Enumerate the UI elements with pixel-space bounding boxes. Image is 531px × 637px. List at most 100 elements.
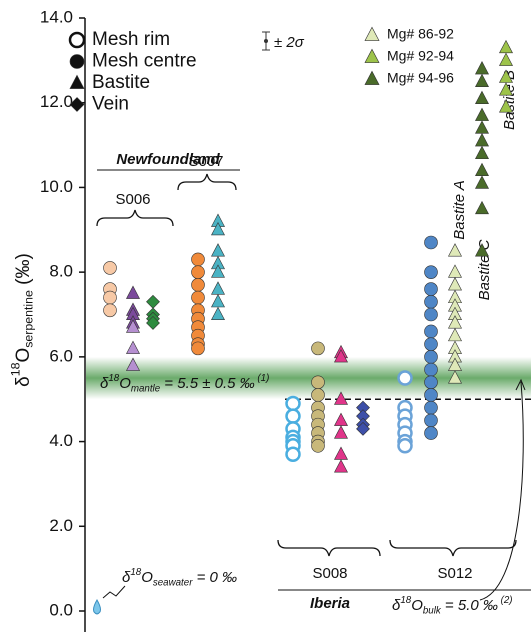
- point: [311, 439, 325, 453]
- point: [499, 99, 513, 113]
- legend-label: Mg# 92-94: [387, 48, 454, 64]
- point: [311, 388, 325, 402]
- annotation: δ18Omantle = 5.5 ± 0.5 ‰ (1): [100, 373, 269, 395]
- point: [499, 39, 513, 54]
- text-part: δ: [392, 597, 401, 614]
- point: [126, 340, 140, 354]
- point: [424, 282, 438, 296]
- point: [424, 235, 438, 250]
- group-label: S006: [115, 191, 150, 208]
- point: [334, 391, 348, 405]
- point: [146, 316, 160, 330]
- point: [475, 90, 489, 104]
- text-part: bulk: [423, 605, 442, 616]
- point: [191, 252, 205, 267]
- point: [475, 162, 489, 176]
- point: [424, 350, 438, 364]
- legend-label: Vein: [92, 94, 129, 115]
- point: [334, 412, 348, 426]
- water-drop: [93, 599, 101, 615]
- text-part: mantle: [131, 383, 161, 394]
- bastite-label: Bastite A: [451, 180, 468, 239]
- point: [311, 375, 325, 390]
- text-part: = 5.0 ‰: [441, 597, 498, 614]
- point: [475, 175, 489, 189]
- point: [69, 54, 85, 69]
- point: [285, 408, 301, 424]
- point: [499, 82, 513, 96]
- text-part: = 0 ‰: [192, 569, 237, 586]
- point: [424, 426, 438, 440]
- bracket: [177, 173, 237, 191]
- legend-label: Mg# 86-92: [387, 26, 454, 42]
- point: [364, 26, 380, 41]
- point: [103, 303, 117, 318]
- point: [475, 145, 489, 160]
- legend-label: Mesh centre: [92, 51, 197, 72]
- text-part: (1): [255, 373, 270, 384]
- point: [499, 52, 513, 66]
- y-tick-label: 10.0: [40, 177, 73, 196]
- point: [424, 324, 438, 339]
- point: [334, 459, 348, 473]
- text-part: δ: [100, 375, 109, 392]
- bracket: [389, 539, 517, 557]
- text-part: (‰): [13, 253, 34, 290]
- legend-label: Bastite: [92, 72, 150, 93]
- point: [69, 74, 85, 89]
- point: [475, 120, 489, 134]
- group-label: Iberia: [310, 595, 350, 612]
- point: [475, 200, 489, 215]
- y-tick-label: 14.0: [40, 7, 73, 26]
- y-tick-label: 2.0: [49, 516, 73, 535]
- arrow: [479, 381, 524, 601]
- annotation: δ18Oserpentine (‰): [9, 253, 36, 387]
- y-tick-label: 6.0: [49, 346, 73, 365]
- point: [448, 243, 462, 257]
- text-part: = 5.5 ± 0.5 ‰: [160, 375, 255, 392]
- text-part: serpentine: [22, 290, 36, 348]
- point: [211, 264, 225, 278]
- text-part: O: [411, 597, 423, 614]
- point: [424, 400, 438, 415]
- text-part: seawater: [153, 577, 193, 588]
- point: [424, 294, 438, 309]
- group-label: S012: [437, 565, 472, 582]
- point: [126, 357, 140, 371]
- legend-label: Mesh rim: [92, 29, 170, 50]
- point: [448, 264, 462, 278]
- point: [191, 290, 205, 305]
- point: [424, 307, 438, 322]
- point: [424, 375, 438, 390]
- legend-label: Mg# 94-96: [387, 70, 454, 86]
- point: [68, 31, 86, 49]
- point: [191, 278, 205, 292]
- point: [103, 290, 117, 305]
- point: [424, 362, 438, 377]
- point: [475, 107, 489, 121]
- text-part: 18: [400, 595, 411, 606]
- point: [191, 341, 205, 356]
- point: [211, 293, 225, 308]
- point: [448, 370, 462, 384]
- point: [211, 221, 225, 236]
- arrow-head: [515, 378, 526, 391]
- point: [334, 446, 348, 460]
- point: [424, 337, 438, 351]
- point: [397, 370, 413, 386]
- point: [334, 349, 348, 363]
- point: [69, 97, 85, 112]
- point: [211, 243, 225, 257]
- bracket: [96, 209, 174, 227]
- point: [424, 388, 438, 402]
- point: [334, 425, 348, 439]
- text-part: 18: [130, 567, 141, 578]
- y-tick-label: 8.0: [49, 262, 73, 281]
- point: [448, 277, 462, 291]
- point: [448, 327, 462, 342]
- point: [103, 261, 117, 275]
- annotation: δ18Obulk = 5.0 ‰ (2): [392, 595, 513, 617]
- text-part: δ: [122, 569, 131, 586]
- point: [126, 319, 140, 333]
